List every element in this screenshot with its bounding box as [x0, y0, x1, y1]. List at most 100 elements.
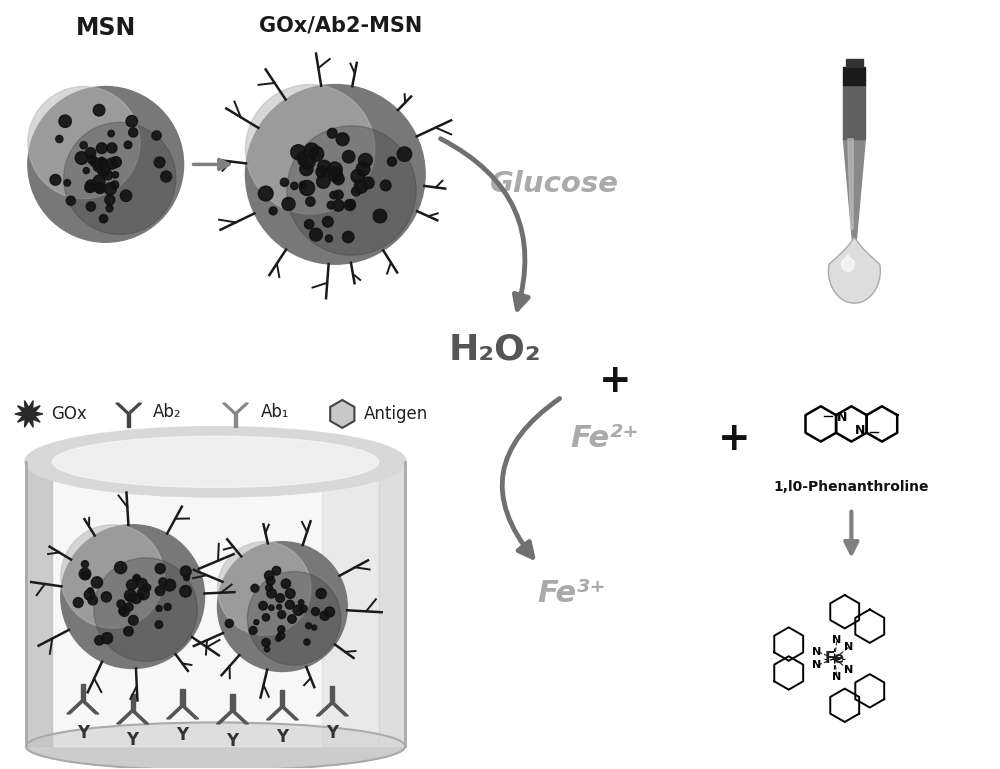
Text: GOx/Ab2-MSN: GOx/Ab2-MSN: [259, 15, 422, 35]
Text: 1,l0-Phenanthroline: 1,l0-Phenanthroline: [774, 480, 929, 494]
Circle shape: [336, 133, 349, 145]
Circle shape: [83, 168, 89, 174]
Circle shape: [93, 105, 105, 116]
Circle shape: [28, 87, 140, 198]
Polygon shape: [67, 701, 84, 714]
Circle shape: [317, 175, 330, 188]
Polygon shape: [181, 705, 199, 719]
Circle shape: [86, 202, 95, 211]
Circle shape: [254, 620, 259, 624]
Circle shape: [276, 594, 285, 602]
Circle shape: [342, 151, 355, 163]
Text: Y: Y: [276, 728, 288, 747]
Circle shape: [312, 625, 317, 630]
Circle shape: [98, 158, 108, 168]
Text: N: N: [855, 424, 866, 437]
Circle shape: [124, 627, 133, 636]
Text: Glucose: Glucose: [490, 171, 619, 198]
Polygon shape: [167, 705, 184, 719]
Circle shape: [343, 231, 354, 243]
Circle shape: [131, 594, 141, 604]
Circle shape: [304, 639, 310, 645]
Circle shape: [325, 235, 333, 242]
Circle shape: [277, 604, 282, 610]
Circle shape: [300, 181, 315, 195]
Circle shape: [304, 220, 314, 229]
Circle shape: [128, 615, 138, 625]
Circle shape: [316, 588, 326, 598]
Circle shape: [300, 162, 313, 175]
Circle shape: [180, 585, 191, 597]
Circle shape: [120, 190, 132, 201]
Polygon shape: [231, 711, 249, 724]
Polygon shape: [223, 403, 237, 414]
Bar: [843, 67, 865, 85]
Circle shape: [159, 578, 167, 586]
Circle shape: [98, 157, 105, 164]
Text: Fe³⁺: Fe³⁺: [538, 579, 606, 608]
Circle shape: [320, 611, 329, 621]
Circle shape: [281, 579, 291, 588]
Polygon shape: [127, 414, 130, 427]
Circle shape: [258, 186, 273, 201]
Circle shape: [75, 151, 88, 165]
Text: N: N: [837, 411, 847, 424]
Bar: [379, 462, 405, 747]
Text: N: N: [812, 661, 822, 671]
Polygon shape: [330, 400, 354, 428]
Polygon shape: [81, 684, 85, 701]
Circle shape: [362, 177, 374, 188]
Text: N: N: [812, 647, 822, 657]
Circle shape: [269, 605, 274, 611]
Circle shape: [380, 180, 391, 191]
Polygon shape: [15, 401, 43, 428]
Circle shape: [225, 619, 233, 628]
Circle shape: [317, 160, 331, 174]
Circle shape: [120, 607, 129, 617]
Circle shape: [164, 604, 171, 611]
Circle shape: [262, 614, 270, 621]
Circle shape: [327, 128, 337, 138]
Polygon shape: [828, 238, 880, 303]
Circle shape: [64, 122, 176, 235]
Circle shape: [351, 187, 361, 196]
Circle shape: [56, 135, 63, 142]
Circle shape: [88, 595, 97, 605]
Circle shape: [262, 638, 270, 647]
Circle shape: [259, 601, 267, 610]
Circle shape: [152, 131, 161, 140]
Circle shape: [137, 588, 149, 600]
Circle shape: [124, 141, 132, 148]
Circle shape: [64, 179, 71, 186]
Polygon shape: [131, 711, 149, 724]
Text: Y: Y: [226, 732, 239, 751]
Circle shape: [81, 571, 90, 580]
Circle shape: [81, 561, 88, 568]
Circle shape: [291, 182, 298, 190]
Circle shape: [111, 181, 119, 189]
Circle shape: [126, 115, 137, 127]
Text: +: +: [598, 362, 631, 400]
Polygon shape: [180, 689, 185, 705]
Circle shape: [325, 607, 335, 617]
Circle shape: [300, 605, 307, 612]
Circle shape: [397, 147, 412, 161]
Circle shape: [125, 603, 133, 611]
Circle shape: [106, 158, 117, 169]
Polygon shape: [117, 711, 134, 724]
Circle shape: [251, 584, 259, 592]
Circle shape: [61, 524, 205, 668]
Circle shape: [285, 601, 294, 609]
Bar: [26, 462, 52, 747]
Circle shape: [95, 183, 105, 194]
Circle shape: [304, 143, 319, 158]
Circle shape: [316, 166, 327, 178]
Circle shape: [306, 623, 312, 629]
Circle shape: [101, 592, 111, 602]
Ellipse shape: [26, 722, 405, 769]
Circle shape: [103, 171, 113, 180]
Circle shape: [278, 611, 286, 618]
Circle shape: [138, 593, 144, 599]
Circle shape: [245, 85, 425, 265]
Circle shape: [218, 541, 311, 635]
